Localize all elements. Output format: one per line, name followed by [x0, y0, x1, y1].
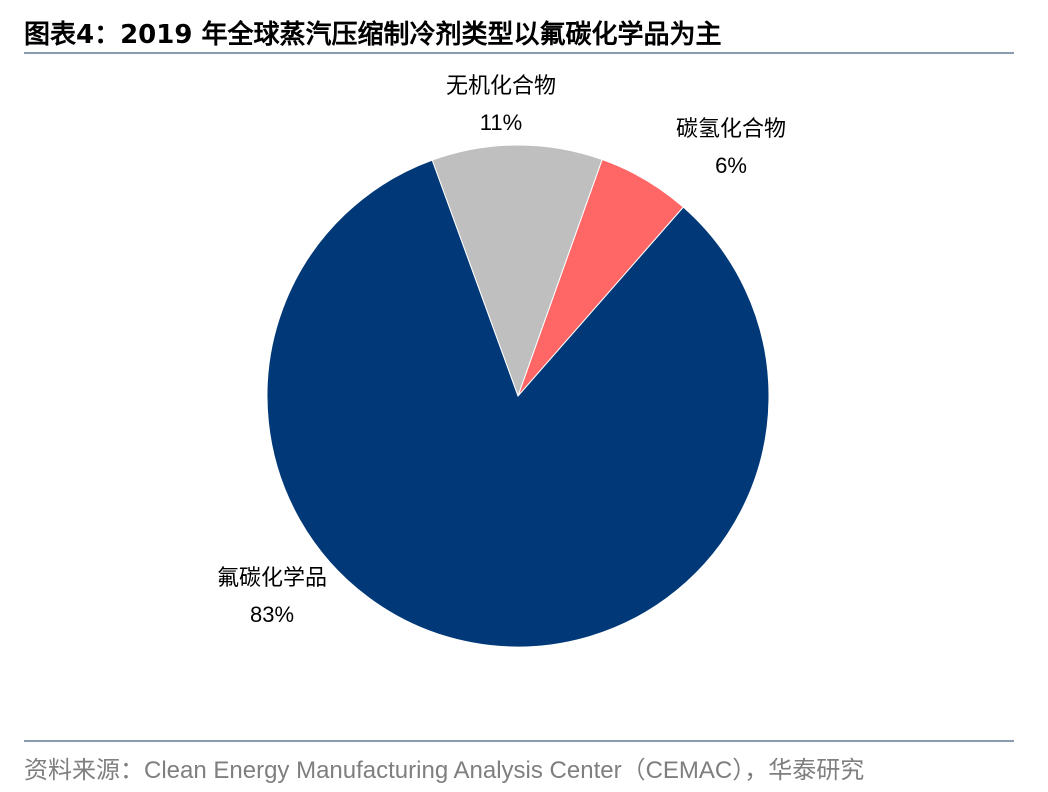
slice-percent-fluorocarbon: 83% — [250, 602, 294, 627]
source-note: 资料来源：Clean Energy Manufacturing Analysis… — [24, 757, 865, 784]
pie-slice-inorganic — [431, 144, 603, 398]
figure-title: 2019 年全球蒸汽压缩制冷剂类型以氟碳化学品为主 — [120, 20, 722, 50]
slice-label-fluorocarbon: 氟碳化学品 — [217, 566, 327, 591]
pie-labels: 无机化合物 11% 碳氢化合物 6% 氟碳化学品 83% — [217, 74, 786, 627]
figure-label: 图表4： — [24, 20, 121, 50]
slice-percent-hydrocarbon: 6% — [715, 153, 747, 178]
title-divider — [24, 52, 1014, 54]
pie-slice-fluorocarbon — [266, 159, 770, 648]
slice-label-inorganic: 无机化合物 — [446, 74, 556, 99]
source-divider — [24, 740, 1014, 742]
pie-slices — [266, 144, 770, 648]
slice-percent-inorganic: 11% — [480, 110, 522, 135]
chart-title: 图表4：2019 年全球蒸汽压缩制冷剂类型以氟碳化学品为主 — [24, 14, 722, 51]
slice-label-hydrocarbon: 碳氢化合物 — [676, 117, 786, 142]
